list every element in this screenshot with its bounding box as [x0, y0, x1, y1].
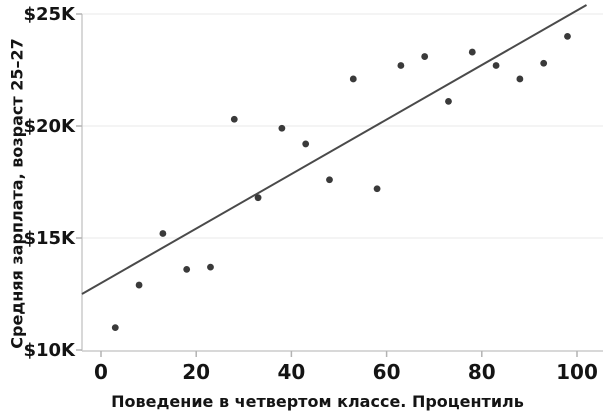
y-tick-label: $20K: [23, 116, 76, 137]
data-point: [540, 59, 548, 67]
x-tick-label: 80: [468, 360, 496, 384]
data-point: [564, 33, 571, 40]
y-tick-label: $15K: [23, 228, 76, 249]
data-point: [373, 185, 381, 193]
x-axis-title: Поведение в четвертом классе. Процентиль: [111, 392, 524, 411]
data-point: [326, 176, 333, 184]
y-tick-label: $25K: [23, 4, 76, 25]
data-point: [135, 281, 143, 289]
x-tick-label: 20: [182, 360, 210, 384]
data-point: [302, 140, 310, 148]
data-point: [111, 324, 119, 331]
x-tick-label: 40: [277, 360, 305, 384]
data-point: [516, 75, 524, 83]
data-point: [397, 62, 405, 69]
data-point: [349, 75, 357, 83]
data-point: [230, 115, 238, 123]
data-point: [159, 230, 167, 237]
x-tick-label: 60: [373, 360, 401, 384]
data-point: [278, 124, 286, 132]
y-axis-title: Средняя зарплата, возраст 25–27: [7, 38, 27, 349]
data-point: [421, 53, 429, 60]
y-tick-label: $10K: [23, 340, 76, 361]
data-point: [492, 62, 500, 69]
data-point: [254, 194, 262, 202]
data-point: [445, 97, 452, 105]
data-point: [468, 48, 476, 56]
x-tick-label: 0: [94, 360, 108, 384]
x-tick-label: 100: [556, 360, 598, 384]
data-point: [183, 265, 191, 273]
data-point: [207, 263, 214, 271]
trend-line: [81, 4, 588, 295]
